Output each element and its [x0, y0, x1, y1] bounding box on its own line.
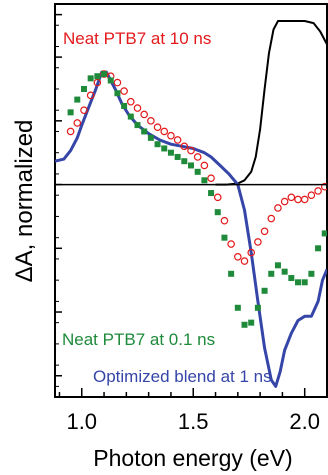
data-point-neat_10ns: [300, 195, 309, 204]
data-point-neat_10ns: [234, 252, 242, 261]
data-point-neat_10ns: [113, 78, 122, 87]
series-layer: [55, 20, 327, 388]
data-point-neat_01ns: [147, 134, 154, 141]
data-point-neat_01ns: [174, 153, 181, 160]
data-point-neat_01ns: [315, 245, 322, 252]
data-point-neat_01ns: [228, 270, 235, 277]
data-point-neat_10ns: [280, 197, 289, 206]
data-point-neat_10ns: [86, 91, 95, 100]
y-axis-label: ΔA, normalized: [11, 120, 38, 283]
data-point-neat_10ns: [66, 127, 75, 136]
data-point-neat_01ns: [254, 304, 261, 311]
data-point-neat_01ns: [221, 234, 228, 241]
data-point-neat_01ns: [80, 85, 87, 92]
data-point-neat_01ns: [121, 102, 128, 109]
data-point-neat_10ns: [180, 142, 189, 151]
data-point-neat_10ns: [320, 182, 327, 191]
x-tick-label: 1.0: [66, 409, 97, 434]
data-point-neat_01ns: [288, 275, 295, 282]
data-point-neat_01ns: [134, 122, 141, 129]
data-point-neat_10ns: [93, 78, 102, 87]
data-point-neat_10ns: [240, 257, 249, 265]
data-point-neat_10ns: [187, 146, 195, 155]
data-point-neat_01ns: [107, 77, 114, 84]
data-point-neat_10ns: [153, 123, 162, 132]
annotation-neat-10ns: Neat PTB7 at 10 ns: [63, 29, 211, 48]
data-point-neat_10ns: [167, 131, 175, 140]
data-point-neat_10ns: [227, 240, 235, 248]
data-point-neat_01ns: [194, 168, 201, 175]
data-point-neat_01ns: [321, 230, 327, 237]
data-point-neat_01ns: [181, 158, 188, 165]
data-point-neat_10ns: [173, 136, 182, 144]
plot-area: [54, 3, 328, 398]
data-point-neat_01ns: [214, 209, 221, 216]
data-point-neat_10ns: [147, 117, 155, 125]
data-point-neat_10ns: [307, 191, 316, 199]
data-point-neat_01ns: [74, 96, 81, 103]
data-point-neat_01ns: [154, 141, 161, 148]
annotation-neat-01ns: Neat PTB7 at 0.1 ns: [62, 330, 215, 349]
data-point-neat_10ns: [260, 227, 269, 236]
data-point-neat_01ns: [301, 279, 308, 286]
data-point-neat_10ns: [287, 193, 296, 202]
data-point-neat_01ns: [87, 75, 94, 82]
axis-layer: 1.0 1.5 2.0: [55, 13, 328, 434]
data-point-neat_10ns: [294, 195, 302, 204]
data-point-neat_10ns: [207, 174, 215, 182]
data-point-neat_01ns: [295, 279, 302, 286]
data-point-neat_10ns: [133, 104, 142, 112]
data-point-neat_01ns: [127, 113, 134, 120]
data-point-neat_01ns: [234, 304, 241, 311]
data-point-neat_01ns: [201, 177, 208, 184]
data-point-neat_01ns: [67, 109, 74, 116]
series-line-ref: [215, 20, 327, 186]
annotation-blend-1ns: Optimized blend at 1 ns: [93, 367, 272, 386]
data-point-neat_10ns: [100, 70, 108, 78]
data-point-neat_10ns: [267, 214, 276, 223]
x-axis-label: Photon energy (eV): [93, 445, 292, 471]
data-point-neat_10ns: [193, 153, 202, 161]
data-point-neat_01ns: [114, 90, 121, 97]
data-point-neat_10ns: [247, 248, 255, 257]
data-point-neat_10ns: [314, 187, 322, 195]
x-tick-label: 2.0: [289, 409, 320, 434]
data-point-neat_10ns: [274, 204, 282, 212]
data-point-neat_01ns: [167, 149, 174, 156]
data-point-neat_01ns: [161, 145, 168, 152]
data-point-neat_10ns: [160, 127, 169, 136]
data-point-neat_10ns: [80, 106, 88, 115]
data-point-neat_01ns: [268, 270, 275, 277]
data-point-neat_01ns: [101, 71, 108, 78]
data-point-neat_01ns: [261, 287, 268, 294]
data-point-neat_01ns: [208, 190, 215, 197]
data-point-neat_10ns: [120, 87, 128, 95]
series-group: [55, 20, 327, 388]
data-point-neat_01ns: [281, 268, 288, 275]
data-point-neat_10ns: [127, 97, 135, 106]
data-point-neat_10ns: [220, 216, 229, 225]
data-point-neat_10ns: [73, 119, 82, 127]
data-point-neat_10ns: [140, 110, 148, 119]
plot-frame: [54, 3, 328, 398]
data-point-neat_01ns: [248, 319, 255, 326]
data-point-neat_01ns: [188, 162, 194, 169]
data-point-neat_01ns: [274, 262, 281, 269]
data-point-neat_10ns: [254, 238, 262, 246]
series-line-blend_1ns: [55, 70, 327, 388]
data-point-neat_10ns: [200, 161, 209, 170]
x-tick-label: 1.5: [178, 409, 209, 434]
data-point-neat_01ns: [141, 128, 148, 135]
data-point-neat_01ns: [241, 321, 248, 328]
data-point-neat_01ns: [94, 73, 101, 80]
data-point-neat_10ns: [213, 193, 222, 202]
data-point-neat_01ns: [308, 270, 315, 277]
